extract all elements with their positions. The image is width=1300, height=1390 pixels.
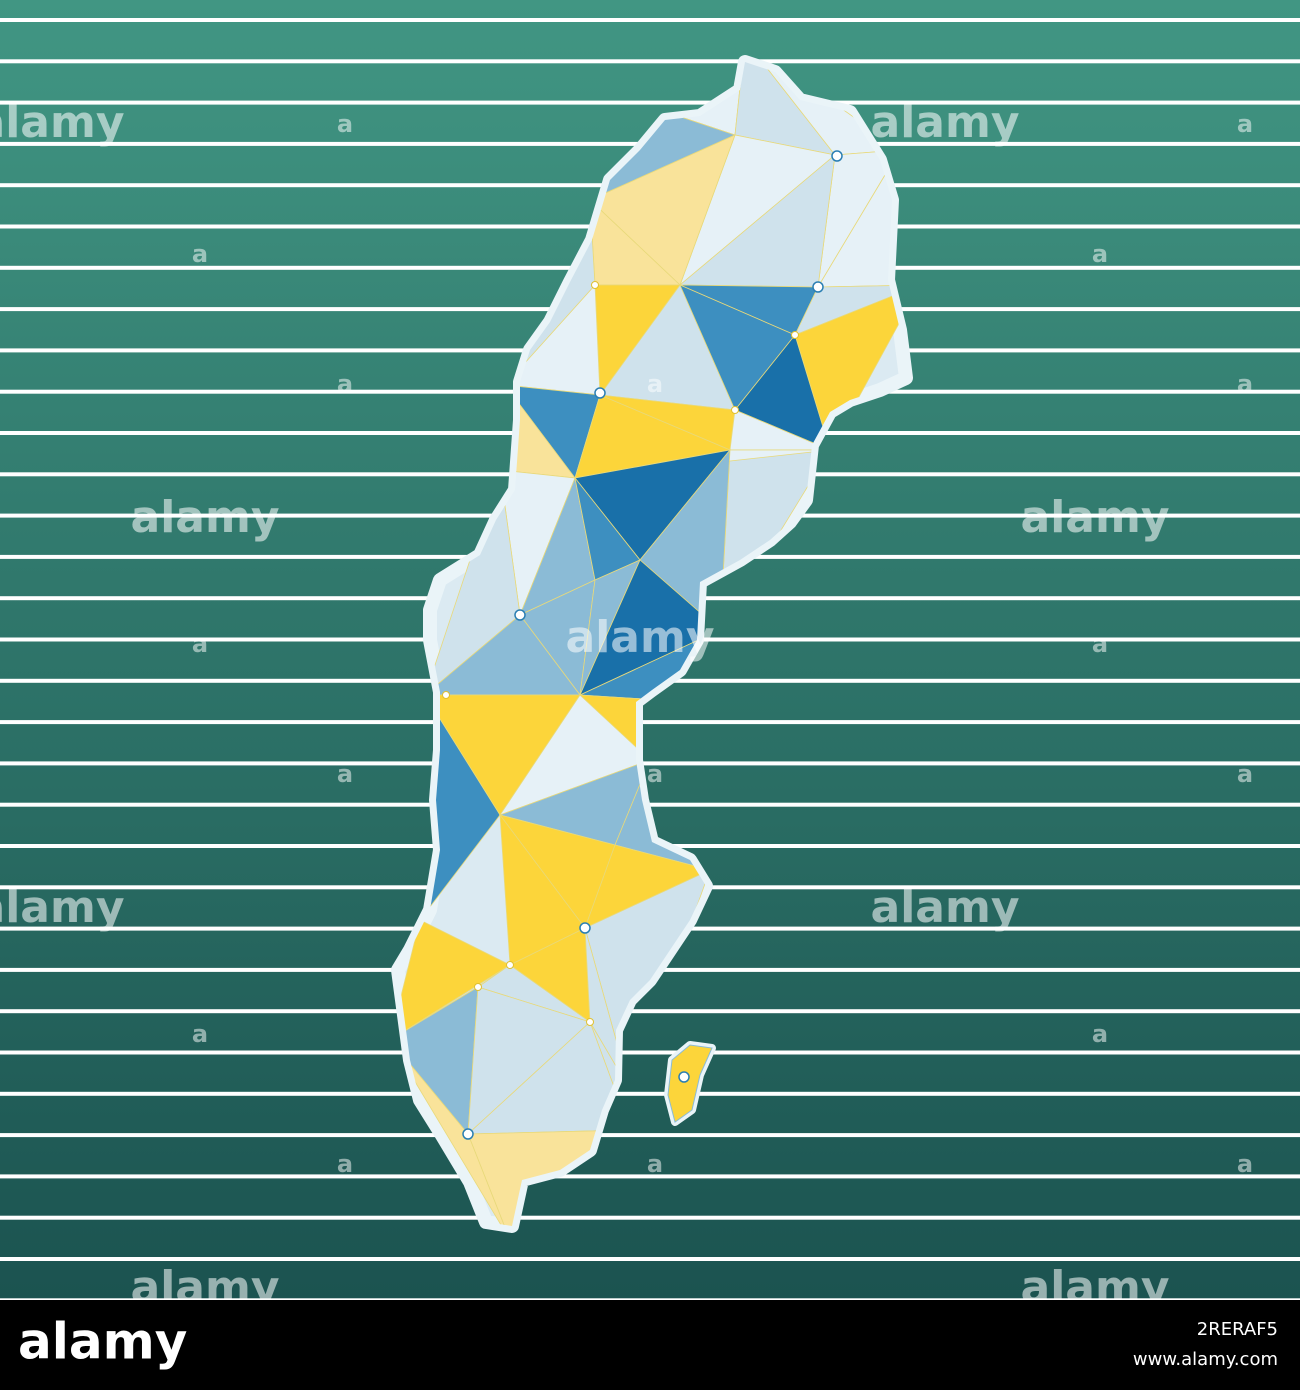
- watermark-mark: a: [337, 1150, 353, 1178]
- node: [514, 609, 526, 621]
- node: [442, 691, 450, 699]
- node: [594, 387, 606, 399]
- image-id: 2RERAF5: [1197, 1319, 1278, 1340]
- stripe: [0, 1009, 1300, 1014]
- stripe: [0, 1257, 1300, 1261]
- watermark-mark: a: [337, 370, 353, 398]
- watermark-mark: a: [1237, 760, 1253, 788]
- facet: [398, 1039, 511, 1226]
- stripe: [0, 1133, 1300, 1138]
- watermark-mark: a: [647, 370, 663, 398]
- stripe: [0, 1215, 1300, 1220]
- island: [667, 1044, 713, 1123]
- watermark: alamy: [566, 612, 715, 663]
- watermark-mark: a: [1092, 630, 1108, 658]
- watermark-mark: a: [1237, 370, 1253, 398]
- stripe: [0, 1174, 1300, 1179]
- watermark-mark: a: [337, 110, 353, 138]
- node: [591, 281, 599, 289]
- stripe: [0, 59, 1300, 64]
- footer-logo: alamy: [18, 1313, 187, 1371]
- node: [586, 1018, 594, 1026]
- watermark: alamy: [0, 97, 125, 148]
- stripe: [0, 1050, 1300, 1055]
- stripe: [0, 761, 1300, 766]
- stripe: [0, 1091, 1300, 1096]
- stripe: [0, 720, 1300, 725]
- node: [678, 1071, 690, 1083]
- watermark-mark: a: [192, 240, 208, 268]
- node: [474, 983, 482, 991]
- node: [579, 922, 591, 934]
- watermark: alamy: [0, 882, 125, 933]
- watermark: alamy: [131, 492, 280, 543]
- footer-url: www.alamy.com: [1133, 1349, 1278, 1370]
- watermark-mark: a: [647, 760, 663, 788]
- node: [506, 961, 514, 969]
- watermark-mark: a: [647, 1150, 663, 1178]
- watermark: alamy: [871, 97, 1020, 148]
- watermark: alamy: [871, 882, 1020, 933]
- footer-bar: [0, 1300, 1300, 1390]
- node: [731, 406, 739, 414]
- node: [831, 150, 843, 162]
- watermarks: alamyalamyalamyalamyalamyalamyalamyalamy…: [0, 97, 1253, 1313]
- watermark-mark: a: [337, 760, 353, 788]
- watermark-mark: a: [1092, 1020, 1108, 1048]
- watermark-mark: a: [1092, 240, 1108, 268]
- watermark-mark: a: [1237, 110, 1253, 138]
- node: [462, 1128, 474, 1140]
- stripe: [0, 100, 1300, 105]
- watermark-mark: a: [192, 630, 208, 658]
- node: [791, 331, 799, 339]
- watermark-mark: a: [192, 1020, 208, 1048]
- watermark: alamy: [1021, 492, 1170, 543]
- stripe: [0, 18, 1300, 22]
- watermark-mark: a: [1237, 1150, 1253, 1178]
- node: [812, 281, 824, 293]
